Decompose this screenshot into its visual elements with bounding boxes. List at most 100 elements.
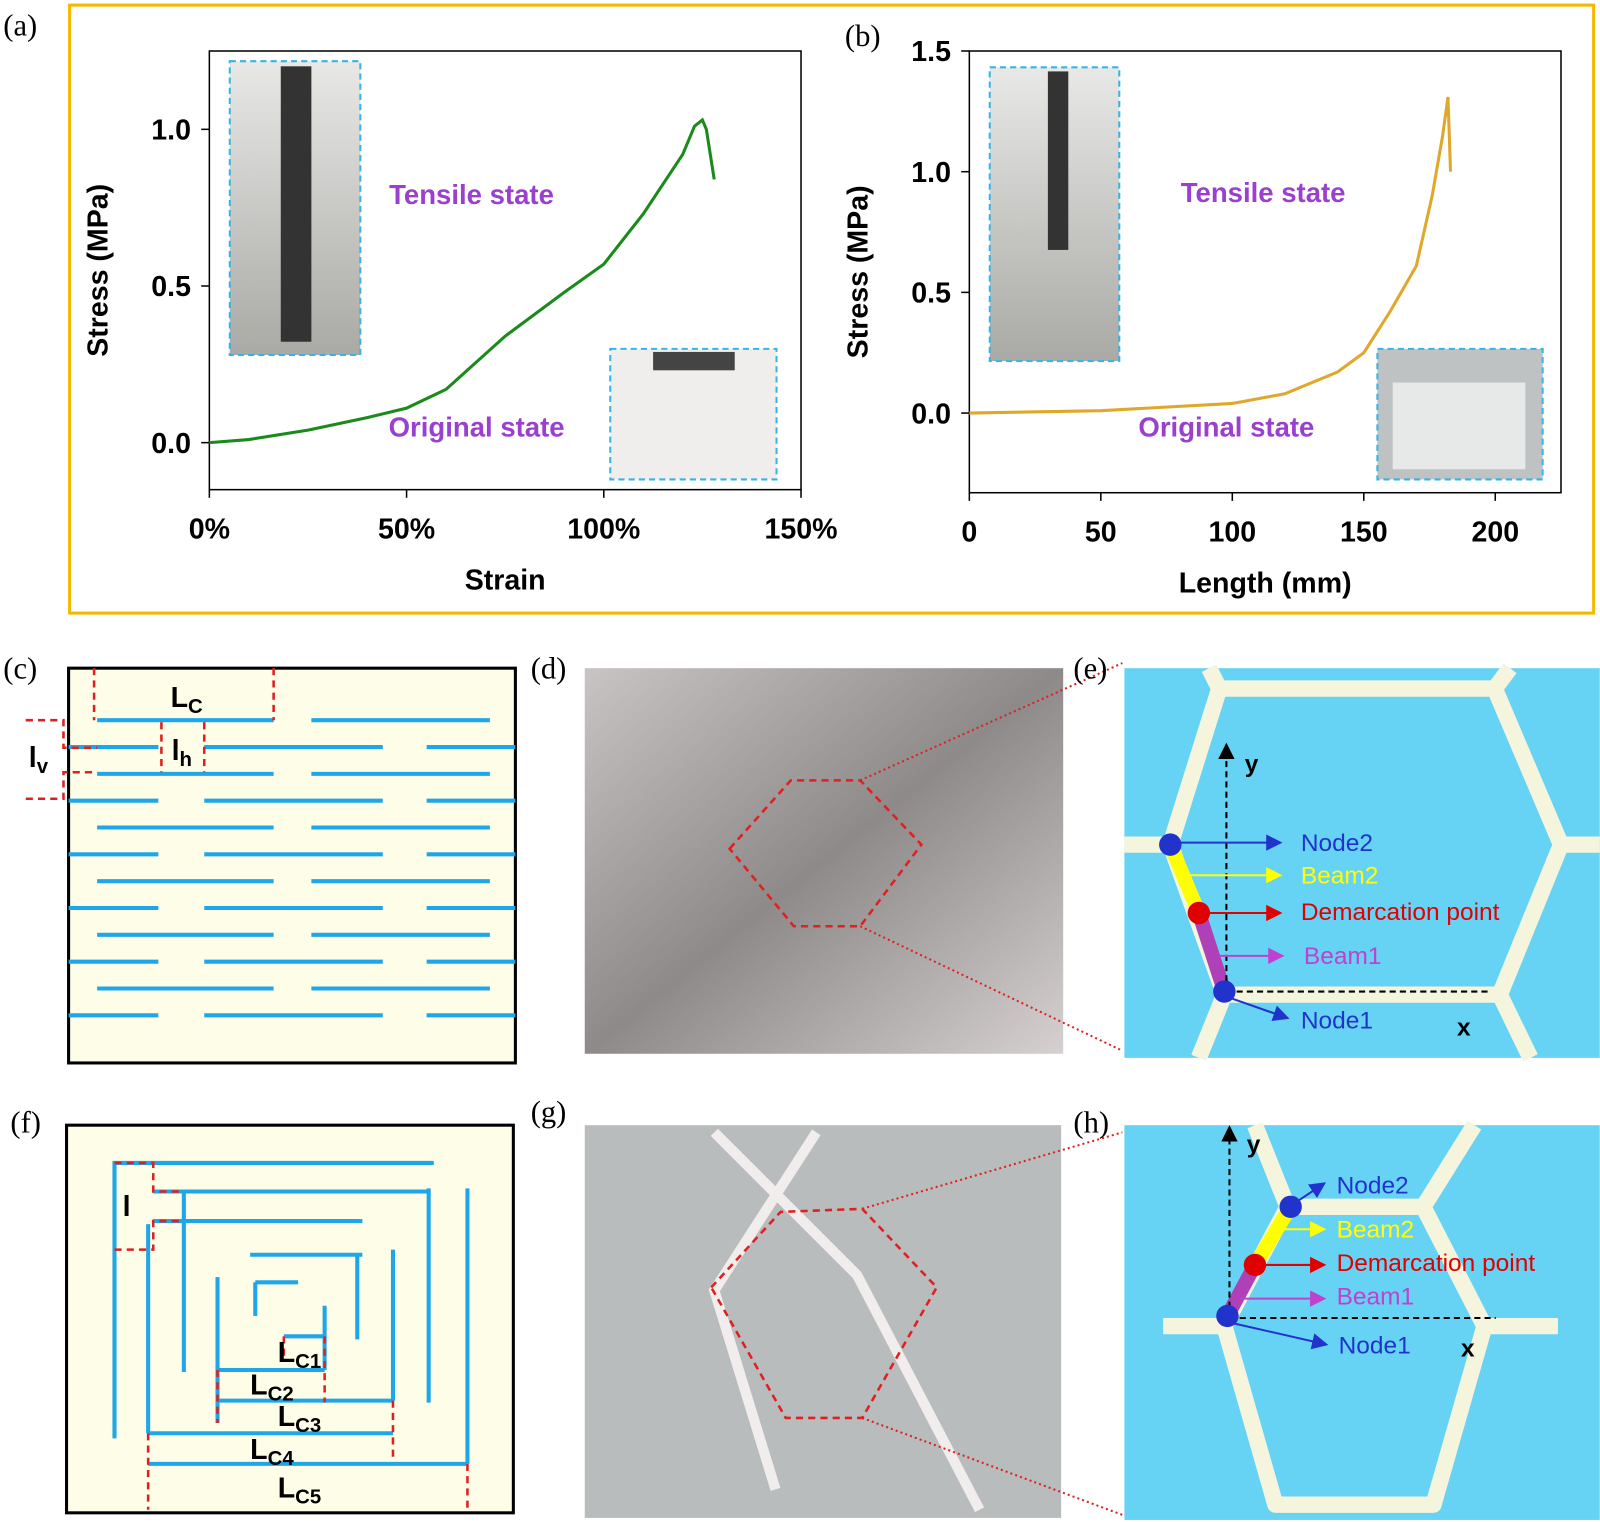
plot-area <box>208 50 802 491</box>
label-main: l <box>123 1191 131 1223</box>
model-label: Node2 <box>1337 1173 1409 1200</box>
plot-area <box>968 50 1562 494</box>
beam2 <box>1163 841 1206 916</box>
cut-lines-c <box>68 718 516 1018</box>
x-tick-label: 0% <box>189 514 230 546</box>
pattern-c <box>67 666 517 1065</box>
model-label: Node1 <box>1339 1333 1411 1360</box>
panel-label: (c) <box>3 651 37 685</box>
annotation: Tensile state <box>1181 177 1346 208</box>
model-label: Node2 <box>1301 830 1373 857</box>
panel-label: (a) <box>3 9 37 43</box>
zoom-lines-g <box>861 1131 1123 1516</box>
labels-h: Node2 Beam2 Demarcation point Beam1 Node1 x y <box>1247 1132 1536 1363</box>
dimension-label: LC4 <box>250 1434 294 1470</box>
label-main: L <box>278 1401 295 1433</box>
panel-label: (g) <box>531 1095 567 1129</box>
model-label: x <box>1461 1336 1475 1363</box>
label-main: l <box>29 742 37 774</box>
dimension-label: LC5 <box>278 1473 322 1509</box>
label-main: L <box>250 1369 267 1401</box>
label-sub: v <box>37 756 49 778</box>
x-axis-label: Strain <box>465 565 546 597</box>
label-main: L <box>250 1434 267 1466</box>
label-sub: h <box>180 749 192 771</box>
model-label: Beam1 <box>1337 1284 1415 1311</box>
panel-label: (d) <box>531 651 567 685</box>
annotation: Original state <box>389 412 565 443</box>
axes-e <box>1226 745 1490 993</box>
y-tick-label: 0.5 <box>151 271 191 303</box>
data-line <box>969 96 1453 415</box>
node1 <box>1216 1304 1239 1328</box>
photo-g <box>584 1125 1062 1518</box>
photo-d <box>584 668 1064 1054</box>
labels-e: Node2 Beam2 Demarcation point Beam1 Node1 x y <box>1245 751 1500 1041</box>
model-label: y <box>1247 1132 1261 1159</box>
panel-label: (e) <box>1073 651 1107 685</box>
cut-lines-f <box>112 1160 470 1466</box>
node2 <box>1159 833 1182 856</box>
panel-label: (h) <box>1073 1105 1109 1139</box>
model-label: Demarcation point <box>1301 899 1500 926</box>
x-tick-label: 50 <box>1085 517 1117 549</box>
annotation: Tensile state <box>389 179 554 210</box>
dimension-label: LC3 <box>278 1401 322 1437</box>
dimension-label: LC2 <box>250 1369 294 1405</box>
label-lc: LC <box>171 682 203 718</box>
x-tick-label: 100 <box>1208 517 1256 549</box>
model-label: Demarcation point <box>1337 1250 1536 1277</box>
cell-outline-d <box>727 779 924 928</box>
model-label: y <box>1245 751 1259 778</box>
node1 <box>1213 980 1236 1003</box>
photo-insets <box>228 60 1544 481</box>
honeycomb-e <box>1124 663 1600 1062</box>
arrows-e <box>1173 834 1290 1022</box>
demarcation-point <box>1243 1253 1267 1277</box>
dimension-label: LC1 <box>278 1337 322 1373</box>
label-sub: C4 <box>268 1448 295 1470</box>
label-main: L <box>278 1337 295 1369</box>
model-label: x <box>1457 1014 1471 1041</box>
y-tick-label: 1.0 <box>911 157 951 189</box>
x-tick-label: 200 <box>1471 517 1519 549</box>
x-tick-label: 150% <box>765 514 838 546</box>
node2 <box>1279 1195 1302 1219</box>
annotation: Original state <box>1138 412 1314 443</box>
frame <box>68 3 1596 615</box>
label-sub: C2 <box>268 1384 294 1406</box>
label-sub: C1 <box>295 1351 321 1373</box>
y-axis-label: Stress (MPa) <box>842 185 874 358</box>
label-main: l <box>172 735 180 767</box>
y-tick-label: 1.5 <box>911 36 951 68</box>
x-tick-label: 50% <box>378 514 435 546</box>
label-sub: C <box>188 696 203 718</box>
model-label: Node1 <box>1301 1007 1373 1034</box>
dimension-marks-c <box>25 668 275 801</box>
y-axis-label: Stress (MPa) <box>82 184 114 357</box>
x-tick-label: 0 <box>961 517 977 549</box>
zoom-lines-d <box>859 662 1123 1052</box>
label-main: L <box>171 682 188 714</box>
label-lh: lh <box>172 735 192 771</box>
model-label: Beam1 <box>1304 943 1382 970</box>
demarcation-point <box>1187 901 1211 925</box>
label-lv: lv <box>29 742 49 778</box>
cell-outline-g <box>709 1207 939 1420</box>
data-line <box>209 117 716 445</box>
label-sub: C3 <box>295 1415 321 1437</box>
x-tick-label: 100% <box>567 514 640 546</box>
beam1 <box>1192 910 1232 994</box>
label-sub: C5 <box>295 1487 321 1509</box>
x-axis-label: Length (mm) <box>1179 568 1352 600</box>
dimension-label: l <box>123 1191 131 1223</box>
panel-label: (b) <box>845 19 881 53</box>
axes-h <box>1229 1127 1496 1319</box>
label-main: L <box>278 1473 295 1505</box>
y-tick-label: 0.0 <box>911 398 951 430</box>
model-label: Beam2 <box>1301 862 1379 889</box>
model-label: Beam2 <box>1337 1216 1415 1243</box>
y-tick-label: 0.0 <box>151 428 191 460</box>
